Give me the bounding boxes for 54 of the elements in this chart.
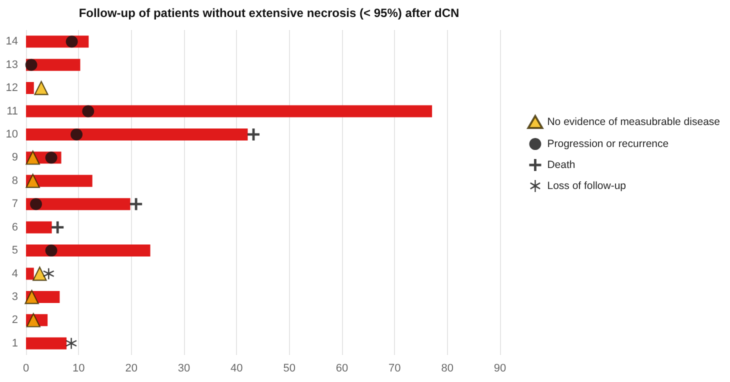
- x-tick-label: 60: [336, 362, 348, 374]
- y-tick-label: 3: [12, 290, 18, 303]
- x-tick-label: 10: [72, 362, 85, 374]
- bar: [26, 268, 34, 280]
- point: [82, 105, 94, 118]
- point: [26, 174, 40, 188]
- chart-title: Follow-up of patients without extensive necrosis (< 95%) after dCN: [78, 6, 460, 20]
- y-tick-label: 2: [12, 314, 18, 326]
- legend-label: No evidence of measubrable disease: [547, 116, 720, 128]
- y-tick-label: 12: [6, 82, 18, 94]
- x-tick-label: 30: [178, 362, 190, 374]
- x-tick-label: 50: [283, 362, 296, 374]
- y-tick-label: 7: [12, 198, 18, 210]
- bar: [26, 105, 432, 118]
- y-tick-label: 10: [6, 128, 18, 140]
- point: [70, 128, 83, 140]
- point: [26, 150, 40, 165]
- point: [43, 268, 54, 280]
- x-tick-label: 20: [125, 362, 138, 374]
- y-tick-label: 1: [12, 337, 18, 350]
- point: [34, 80, 48, 96]
- point: [66, 338, 77, 349]
- y-tick-label: 11: [6, 105, 18, 118]
- point: [45, 152, 58, 164]
- y-tick-label: 4: [12, 268, 18, 280]
- x-tick-label: 0: [22, 362, 30, 374]
- y-tick-label: 5: [12, 244, 18, 257]
- point: [26, 313, 40, 328]
- point: [32, 266, 47, 281]
- bar: [26, 198, 130, 210]
- bar: [26, 82, 34, 94]
- x-tick-label: 90: [494, 362, 506, 374]
- y-tick-label: 8: [12, 174, 18, 187]
- x-tick-label: 40: [230, 362, 243, 374]
- bar: [26, 337, 67, 350]
- bar: [26, 221, 52, 234]
- legend-label: Loss of follow-up: [547, 180, 626, 192]
- legend-label: Death: [547, 159, 576, 171]
- x-tick-label: 70: [388, 362, 401, 374]
- bar: [26, 128, 248, 140]
- point: [130, 198, 142, 210]
- y-tick-label: 13: [6, 58, 18, 71]
- y-tick-label: 9: [12, 152, 18, 164]
- point: [24, 290, 39, 304]
- x-tick-label: 80: [441, 362, 454, 374]
- point: [66, 36, 78, 48]
- y-tick-label: 6: [12, 221, 18, 234]
- point: [25, 58, 38, 71]
- point: [45, 244, 58, 257]
- y-tick-label: 14: [6, 36, 18, 48]
- point: [30, 198, 42, 210]
- point: [52, 221, 64, 234]
- bar: [26, 244, 150, 257]
- legend-label: Progression or recurrence: [547, 138, 669, 150]
